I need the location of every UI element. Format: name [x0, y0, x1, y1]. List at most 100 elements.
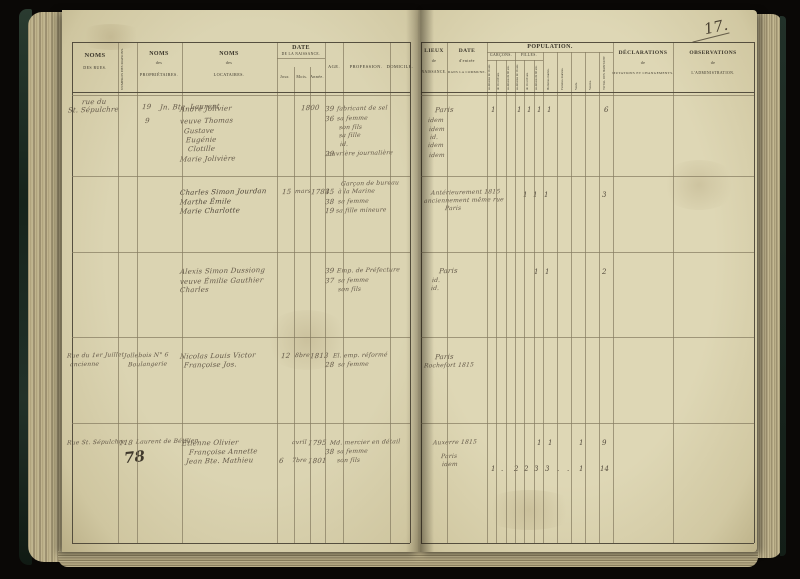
age-value: 39	[324, 266, 335, 276]
tenant-name: Étienne Olivier	[181, 438, 239, 448]
grid-line	[277, 42, 278, 543]
grid-line	[496, 60, 497, 543]
grid-line	[421, 543, 754, 544]
column-header: DATE	[458, 48, 476, 54]
grid-line	[421, 42, 754, 43]
population-mark: 1	[544, 191, 549, 199]
proprietor-name: Jollebois N° 6	[123, 351, 169, 360]
street-name: ancienne	[69, 360, 100, 369]
street-name: St. Sépulchre	[67, 105, 120, 115]
birth-day: 12	[280, 351, 291, 361]
tenant-name: Nicolas Louis Victor	[179, 351, 257, 361]
grid-line	[515, 52, 516, 543]
birth-year: 1813	[309, 351, 329, 361]
grid-line	[343, 42, 344, 543]
birthplace: idem	[427, 141, 445, 150]
summary-value: 2	[514, 465, 519, 473]
summary-value: 3	[534, 465, 539, 473]
grid-line	[421, 92, 754, 93]
grid-line	[421, 176, 754, 177]
foxing-stain	[479, 490, 579, 530]
profession: ouvrière journalière	[327, 149, 394, 158]
tenant-name: Françoise Jos.	[183, 360, 238, 370]
grid-line	[571, 52, 572, 543]
age-value: 45	[324, 187, 335, 197]
grid-line	[72, 42, 410, 43]
column-header: de	[431, 58, 437, 63]
column-header: de	[710, 60, 716, 65]
birth-day: 15	[281, 187, 292, 197]
population-mark: 1	[517, 106, 522, 114]
grid-line	[487, 42, 488, 543]
tenant-name: Marthe Émile	[179, 197, 232, 207]
tenant-name: André Jolivier	[179, 104, 233, 114]
profession: sa femme	[336, 114, 369, 123]
population-total: 9	[602, 439, 607, 447]
birthplace: Rochefort 1815	[423, 361, 475, 370]
summary-value: 2	[524, 465, 529, 473]
tenant-name: Charles	[179, 285, 210, 295]
birthplace: Paris	[434, 105, 455, 115]
birthplace: Paris	[440, 452, 458, 461]
street-name: Rue St. Sépulchre	[66, 438, 126, 447]
grid-line	[506, 60, 507, 543]
tenant-name: Charles Simon Jourdan	[179, 187, 267, 197]
grid-line	[585, 52, 586, 543]
grid-line	[447, 42, 448, 543]
grid-line	[421, 423, 754, 424]
grid-line	[72, 92, 410, 93]
column-header: L'ADMINISTRATION.	[691, 71, 735, 75]
grid-line	[325, 42, 326, 543]
grid-line	[118, 42, 119, 543]
tenant-name: veuve Thomas	[179, 116, 234, 126]
column-header: NOMS	[149, 51, 169, 57]
population-total: 6	[604, 106, 609, 114]
population-mark: 1	[523, 191, 528, 199]
grid-line	[613, 42, 614, 543]
grid-line	[487, 52, 613, 53]
grid-line	[421, 42, 422, 543]
column-header: AGE.	[328, 64, 340, 69]
column-header: DE LA NAISSANCE.	[281, 52, 321, 56]
column-header: Veufs.	[575, 81, 578, 90]
column-header: OBSERVATIONS	[689, 50, 737, 56]
grid-line	[72, 337, 410, 338]
summary-value: .	[557, 465, 560, 473]
grid-line	[673, 42, 674, 543]
grid-line	[487, 60, 543, 61]
age-value: 38	[324, 197, 335, 207]
birthplace: Paris	[434, 352, 455, 362]
page-stack-right	[755, 14, 782, 558]
tenant-name: Jean Bte. Mathieu	[185, 456, 254, 466]
birthplace: id.	[429, 133, 439, 142]
tenant-name: Eugénie	[185, 135, 217, 145]
population-mark: 1	[533, 191, 538, 199]
grid-line	[421, 94, 754, 96]
handwritten-folio-number: 78	[123, 446, 146, 468]
profession: id.	[339, 140, 349, 149]
column-header: des	[225, 60, 233, 65]
grid-line	[754, 42, 755, 543]
grid-line	[310, 67, 311, 543]
column-header: LIEUX	[424, 48, 444, 54]
column-header: d'entrée	[459, 58, 475, 63]
column-header: au-dessous de 16 ans.	[516, 64, 519, 90]
grid-line	[294, 67, 295, 543]
column-header: FILLES.	[520, 53, 538, 57]
column-header: POPULATION.	[527, 44, 573, 50]
column-header: de 16 à 60 ans.	[497, 72, 500, 90]
tenant-name: Françoise Annette	[188, 447, 259, 457]
birthplace: Auxerre 1815	[432, 438, 478, 447]
column-header: DOMICILE.	[386, 64, 414, 69]
age-value: 39	[324, 104, 335, 114]
foxing-stain	[659, 160, 739, 210]
column-header: au-dessus de 60 ans.	[535, 65, 538, 91]
grid-line	[599, 52, 600, 543]
column-header: des	[155, 60, 163, 65]
column-header: TOTAL DES HABITANTS.	[603, 56, 606, 90]
house-number: 19	[141, 102, 152, 112]
street-name: Rue du 1er Juillet	[66, 351, 125, 360]
column-header: NAISSANCE.	[421, 70, 447, 74]
column-header: PROFESSION.	[349, 64, 383, 69]
